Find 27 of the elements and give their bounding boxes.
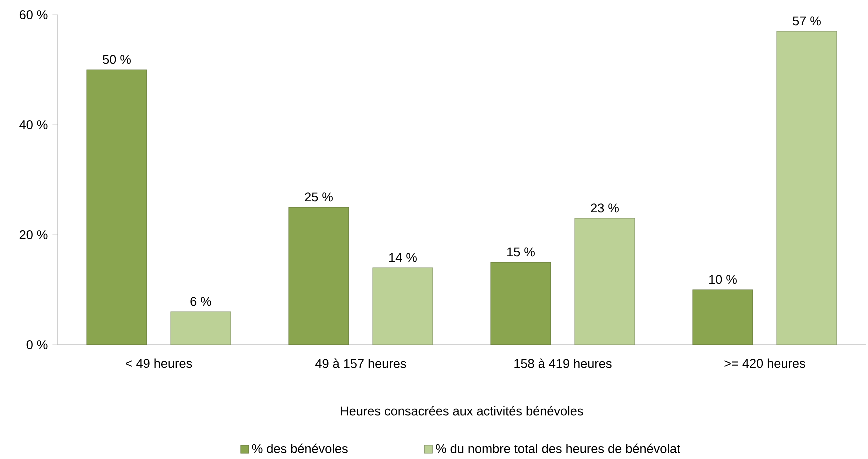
bar <box>776 31 838 345</box>
bar <box>372 268 434 345</box>
data-label: 6 % <box>190 297 212 306</box>
data-label: 50 % <box>103 55 131 64</box>
bar <box>170 312 232 345</box>
legend-label: % des bénévoles <box>252 444 348 454</box>
data-label: 10 % <box>710 275 737 284</box>
x-axis-title: Heures consacrées aux activités bénévoles <box>341 406 584 416</box>
data-label: 15 % <box>508 248 535 257</box>
data-label: 23 % <box>591 204 619 213</box>
y-tick-label: 60 % <box>20 10 48 20</box>
x-tick-label: < 49 heures <box>126 358 192 368</box>
bar <box>86 70 148 345</box>
bar <box>490 262 552 345</box>
x-tick-label: >= 420 heures <box>724 358 806 368</box>
y-tick-label: 0 % <box>26 340 48 350</box>
bar <box>692 290 754 345</box>
bar <box>288 207 350 345</box>
data-label: 57 % <box>793 16 821 26</box>
y-tick-label: 20 % <box>20 230 48 240</box>
y-tick-label: 40 % <box>20 120 48 130</box>
data-label: 14 % <box>390 253 417 262</box>
x-tick-label: 49 à 157 heures <box>316 358 406 368</box>
x-tick-label: 158 à 419 heures <box>514 358 612 368</box>
data-label: 25 % <box>305 192 333 202</box>
legend-label: % du nombre total des heures de bénévolat <box>436 444 680 454</box>
bar <box>574 218 636 345</box>
